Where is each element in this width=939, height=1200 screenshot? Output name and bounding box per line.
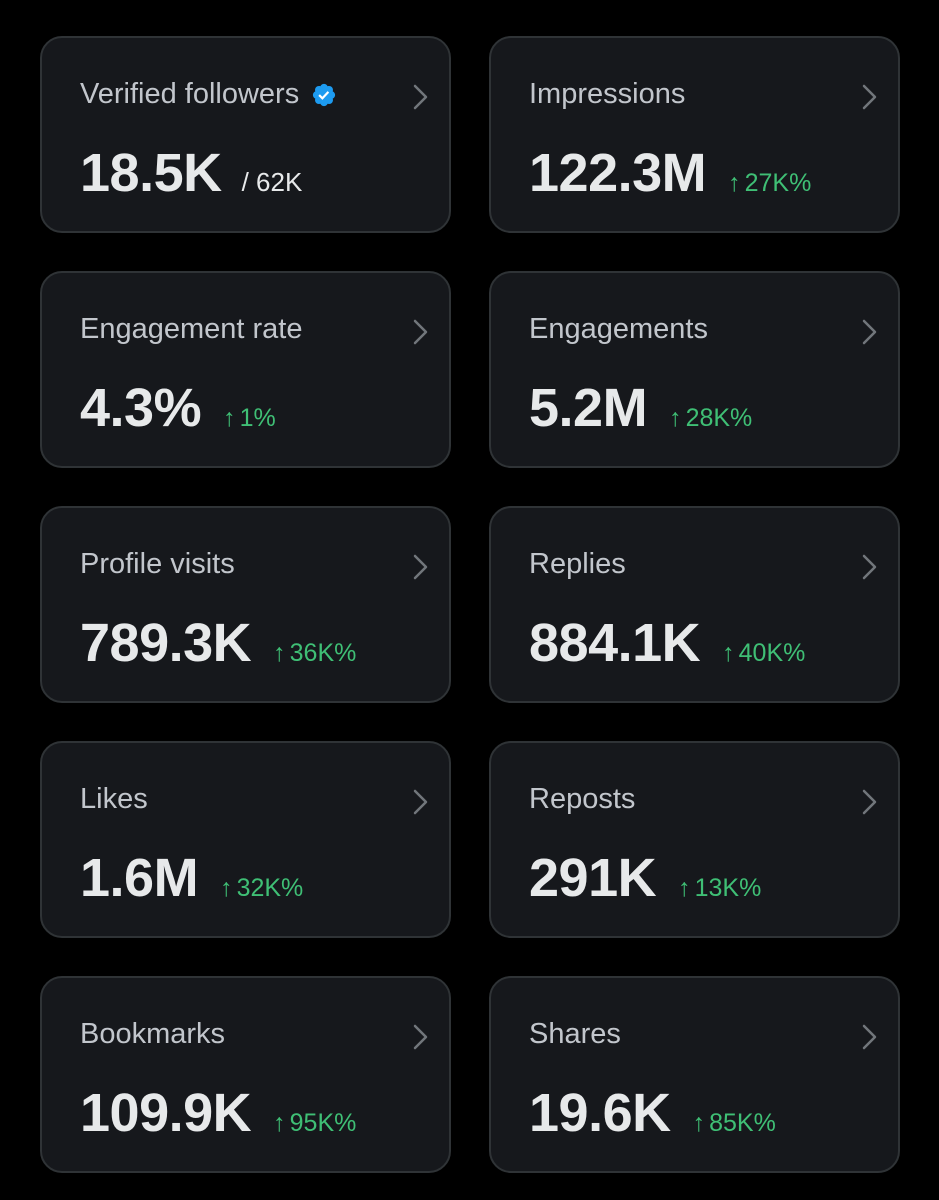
arrow-up-icon: ↑ — [692, 1109, 706, 1137]
metric-card-shares[interactable]: Shares 19.6K ↑ 85K% — [489, 976, 900, 1173]
metric-card-bookmarks[interactable]: Bookmarks 109.9K ↑ 95K% — [40, 976, 451, 1173]
arrow-up-icon: ↑ — [728, 169, 741, 197]
metric-change: ↑ 1% — [223, 404, 276, 433]
metric-change-value: 28K% — [685, 404, 753, 432]
chevron-right-icon — [862, 789, 877, 815]
metric-label: Profile visits — [80, 548, 235, 580]
metric-card-reposts[interactable]: Reposts 291K ↑ 13K% — [489, 741, 900, 938]
metric-change: ↑ 13K% — [678, 874, 761, 903]
chevron-right-icon — [862, 319, 877, 345]
metric-change: ↑ 28K% — [669, 404, 752, 433]
metric-change: ↑ 27K% — [728, 169, 811, 198]
metric-label: Verified followers — [80, 78, 300, 110]
metric-change-value: 40K% — [738, 639, 806, 667]
metric-value: 884.1K — [529, 613, 701, 673]
chevron-right-icon — [413, 319, 428, 345]
metric-label-row: Profile visits — [80, 548, 235, 581]
metric-value-row: 122.3M ↑ 27K% — [529, 142, 811, 204]
arrow-up-icon: ↑ — [722, 639, 735, 667]
metric-value: 18.5K — [80, 143, 222, 203]
metric-change: ↑ 36K% — [273, 639, 356, 668]
metric-card-profile-visits[interactable]: Profile visits 789.3K ↑ 36K% — [40, 506, 451, 703]
arrow-up-icon: ↑ — [220, 874, 233, 902]
metric-label: Impressions — [529, 78, 686, 110]
metric-card-engagements[interactable]: Engagements 5.2M ↑ 28K% — [489, 271, 900, 468]
metric-label: Shares — [529, 1018, 621, 1050]
metric-card-likes[interactable]: Likes 1.6M ↑ 32K% — [40, 741, 451, 938]
metric-change-value: 1% — [239, 404, 276, 432]
metric-value-row: 789.3K ↑ 36K% — [80, 612, 356, 674]
metric-label-row: Reposts — [529, 783, 635, 816]
metric-label-row: Bookmarks — [80, 1018, 225, 1051]
verified-badge-icon — [313, 83, 336, 106]
chevron-right-icon — [413, 554, 428, 580]
metric-value: 122.3M — [529, 143, 707, 203]
metric-change-value: 13K% — [694, 874, 762, 902]
metric-value-row: 4.3% ↑ 1% — [80, 377, 276, 439]
metric-value: 1.6M — [80, 848, 199, 908]
metric-label-row: Verified followers — [80, 78, 337, 111]
chevron-right-icon — [413, 1024, 428, 1050]
metric-label-row: Impressions — [529, 78, 685, 111]
chevron-right-icon — [862, 554, 877, 580]
metric-label: Reposts — [529, 783, 636, 815]
metric-label: Likes — [80, 783, 148, 815]
metric-value-row: 884.1K ↑ 40K% — [529, 612, 805, 674]
metric-change-value: 32K% — [236, 874, 304, 902]
metric-value-row: 19.6K ↑ 85K% — [529, 1082, 776, 1144]
metric-card-impressions[interactable]: Impressions 122.3M ↑ 27K% — [489, 36, 900, 233]
metric-change: ↑ 85K% — [693, 1109, 776, 1138]
metric-card-engagement-rate[interactable]: Engagement rate 4.3% ↑ 1% — [40, 271, 451, 468]
chevron-right-icon — [862, 1024, 877, 1050]
metric-change-value: 85K% — [709, 1109, 776, 1137]
metric-value-row: 1.6M ↑ 32K% — [80, 847, 303, 909]
metric-label: Engagements — [529, 313, 708, 345]
arrow-up-icon: ↑ — [273, 1109, 286, 1137]
metric-value-row: 5.2M ↑ 28K% — [529, 377, 752, 439]
metric-value: 291K — [529, 848, 657, 908]
metric-value: 109.9K — [80, 1083, 252, 1143]
metric-label: Bookmarks — [80, 1018, 226, 1050]
metric-label-row: Engagements — [529, 313, 708, 346]
metric-change-value: 27K% — [744, 169, 812, 197]
arrow-up-icon: ↑ — [678, 874, 691, 902]
metric-label-row: Engagement rate — [80, 313, 302, 346]
chevron-right-icon — [413, 789, 428, 815]
metric-value: 5.2M — [529, 378, 648, 438]
arrow-up-icon: ↑ — [669, 404, 682, 432]
arrow-up-icon: ↑ — [273, 639, 286, 667]
metric-value-row: 291K ↑ 13K% — [529, 847, 761, 909]
metric-label-row: Replies — [529, 548, 626, 581]
metric-label: Engagement rate — [80, 313, 303, 345]
metric-value-row: 109.9K ↑ 95K% — [80, 1082, 356, 1144]
metric-value: 789.3K — [80, 613, 252, 673]
metric-total: / 62K — [241, 167, 303, 197]
metric-value-row: 18.5K / 62K — [80, 142, 302, 204]
metric-change-value: 95K% — [289, 1109, 357, 1137]
metric-label-row: Shares — [529, 1018, 621, 1051]
metric-change-value: 36K% — [289, 639, 357, 667]
metric-change: ↑ 40K% — [722, 639, 805, 668]
metrics-grid: Verified followers 18.5K / 62K Impressio… — [40, 36, 900, 1173]
chevron-right-icon — [862, 84, 877, 110]
metric-card-replies[interactable]: Replies 884.1K ↑ 40K% — [489, 506, 900, 703]
chevron-right-icon — [413, 84, 428, 110]
metric-card-verified-followers[interactable]: Verified followers 18.5K / 62K — [40, 36, 451, 233]
metric-label-row: Likes — [80, 783, 148, 816]
arrow-up-icon: ↑ — [223, 404, 236, 432]
metric-change: ↑ 95K% — [273, 1109, 356, 1138]
metric-change: ↑ 32K% — [220, 874, 303, 903]
metric-value: 19.6K — [529, 1083, 671, 1143]
metric-value: 4.3% — [80, 378, 202, 438]
metric-label: Replies — [529, 548, 626, 580]
